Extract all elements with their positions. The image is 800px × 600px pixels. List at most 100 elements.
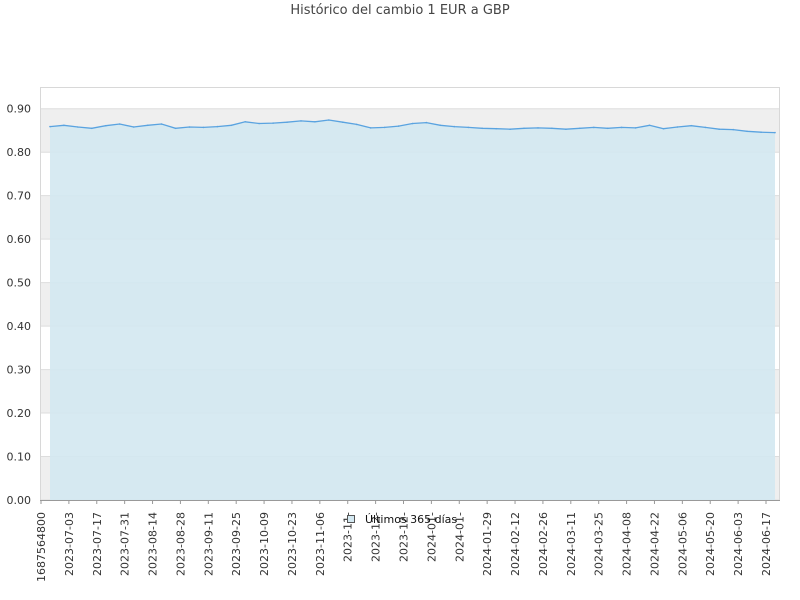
data-point <box>105 124 107 127</box>
x-tick-label: 2023-07-17 <box>91 512 104 576</box>
x-tick-label: 2023-10-23 <box>286 512 299 576</box>
x-tick-label: 2024-04-22 <box>648 512 661 576</box>
x-tick-label: 2024-04-08 <box>621 512 634 576</box>
data-point <box>634 127 637 129</box>
x-tick-label: 2023-07-03 <box>63 512 76 576</box>
y-tick-label: 0.50 <box>7 277 32 290</box>
y-tick-label: 0.40 <box>7 320 32 333</box>
x-axis: 1687564800 2023-07-03 2023-07-17 2023-07-31… <box>35 500 773 582</box>
data-point <box>551 127 553 130</box>
data-point <box>690 124 693 127</box>
data-point <box>369 127 372 129</box>
data-point <box>355 123 358 126</box>
data-point <box>160 123 163 125</box>
x-tick-label: 2024-01- <box>453 512 466 562</box>
y-tick-label: 0.30 <box>7 364 32 377</box>
y-tick-label: 0.00 <box>7 494 32 507</box>
data-point <box>565 128 567 130</box>
data-point <box>202 126 205 129</box>
data-point <box>467 126 470 129</box>
data-point <box>746 130 748 133</box>
legend-label[interactable]: Últimos 365 días <box>365 513 457 526</box>
data-point <box>481 127 484 130</box>
y-tick-label: 0.60 <box>7 233 32 246</box>
series-layer <box>49 119 776 500</box>
data-point <box>91 127 93 130</box>
x-tick-label: 2024-03-11 <box>565 512 578 576</box>
x-tick-label: 2023-09-25 <box>230 512 243 576</box>
series-area <box>50 120 775 500</box>
legend[interactable]: Últimos 365 días <box>347 513 458 526</box>
y-tick-label: 0.80 <box>7 146 32 159</box>
data-point <box>411 122 414 125</box>
x-tick-label: 2023-12- <box>398 512 411 562</box>
legend-swatch[interactable] <box>347 515 355 523</box>
data-point <box>593 126 595 129</box>
y-tick-label: 0.70 <box>7 190 32 203</box>
data-point <box>230 124 233 127</box>
x-tick-label: 2023-11- <box>342 512 355 562</box>
data-point <box>174 127 177 130</box>
x-tick-label: 2024-05-06 <box>676 512 689 576</box>
data-point <box>286 121 288 123</box>
data-point <box>77 126 79 128</box>
data-point <box>704 126 707 129</box>
data-point <box>648 124 651 127</box>
x-tick-label: 1687564800 <box>35 512 48 582</box>
data-point <box>132 126 135 128</box>
x-tick-label: 2024-06-17 <box>760 512 773 576</box>
data-point <box>272 122 274 124</box>
y-tick-label: 0.20 <box>7 407 32 420</box>
x-tick-label: 2024-02-12 <box>509 512 522 576</box>
data-point <box>314 121 316 123</box>
data-point <box>425 121 428 124</box>
data-point <box>328 119 330 121</box>
plot-frame <box>40 87 780 501</box>
data-point <box>509 128 511 130</box>
x-tick-label: 2023-09-11 <box>202 512 215 576</box>
data-point <box>453 125 456 128</box>
data-point <box>523 127 525 130</box>
data-point <box>49 125 51 128</box>
data-point <box>774 131 776 134</box>
x-tick-label: 2023-10-09 <box>258 512 271 576</box>
y-tick-label: 0.90 <box>7 103 32 116</box>
x-tick-label: 2024-03-25 <box>593 512 606 576</box>
data-point <box>188 126 191 128</box>
data-point <box>216 125 219 128</box>
x-tick-label: 2023-11-06 <box>314 512 327 576</box>
data-point <box>718 128 720 130</box>
data-point <box>118 123 121 125</box>
data-point <box>63 124 65 127</box>
x-tick-label: 2023-12- <box>370 512 383 562</box>
data-point <box>732 128 734 131</box>
data-point <box>495 127 498 130</box>
y-axis: 0.00 0.10 0.20 0.30 0.40 0.50 0.60 0.70 0.80 0.90 <box>7 103 32 507</box>
data-point <box>258 122 260 125</box>
data-point <box>300 120 302 122</box>
data-point <box>676 126 679 128</box>
x-tick-label: 2024-01- <box>425 512 438 562</box>
x-tick-label: 2023-08-14 <box>147 512 160 576</box>
data-point <box>537 127 539 129</box>
data-point <box>606 127 609 130</box>
x-tick-label: 2023-08-28 <box>174 512 187 576</box>
data-point <box>620 126 623 129</box>
x-tick-label: 2024-01-29 <box>481 512 494 576</box>
data-point <box>146 124 149 127</box>
chart-title: Histórico del cambio 1 EUR a GBP <box>290 3 510 18</box>
data-point <box>760 131 762 133</box>
x-tick-label: 2024-06-03 <box>732 512 745 576</box>
y-tick-label: 0.10 <box>7 451 32 464</box>
data-point <box>439 124 442 127</box>
x-tick-label: 2024-02-26 <box>537 512 550 576</box>
data-point <box>342 121 344 123</box>
data-point <box>579 127 581 130</box>
data-point <box>244 121 246 123</box>
data-point <box>397 125 400 127</box>
data-point <box>383 126 386 129</box>
x-tick-label: 2023-07-31 <box>119 512 132 576</box>
data-point <box>662 127 665 130</box>
x-tick-label: 2024-05-20 <box>704 512 717 576</box>
